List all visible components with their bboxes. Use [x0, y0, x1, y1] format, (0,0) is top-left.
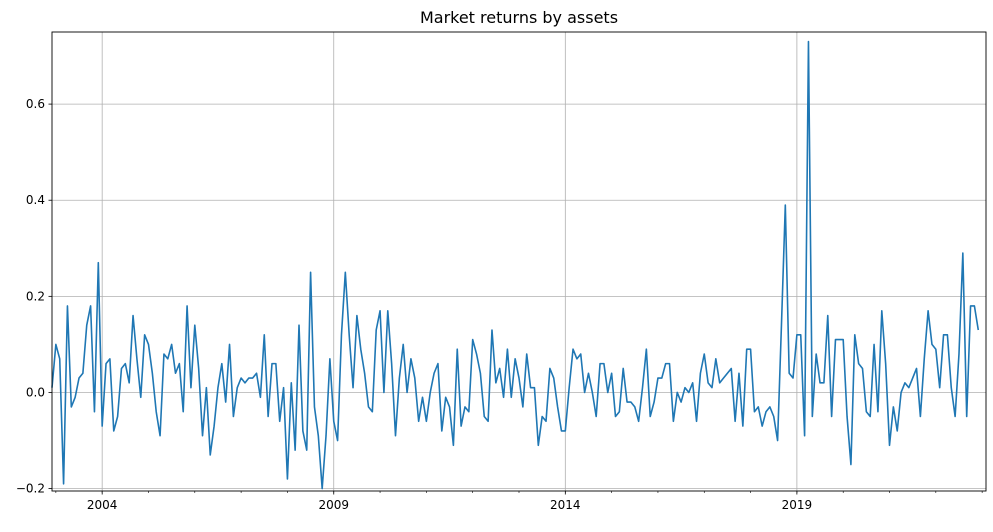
x-tick-label: 2019: [782, 498, 813, 512]
axis-layer: −0.2 0.0 0.2 0.4 0.6 2004 2009 2014 2019: [16, 97, 983, 512]
x-tick-label: 2004: [87, 498, 118, 512]
line-layer: [51, 40, 980, 490]
x-tick-label: 2014: [550, 498, 581, 512]
y-tick-label: 0.0: [26, 385, 45, 399]
grid-layer: [52, 32, 986, 491]
y-tick-label: 0.6: [26, 97, 45, 111]
x-tick-label: 2009: [318, 498, 349, 512]
y-tick-label: −0.2: [16, 482, 45, 496]
chart-title: Market returns by assets: [419, 8, 619, 27]
y-tick-label: 0.4: [26, 193, 45, 207]
y-tick-label: 0.2: [26, 289, 45, 303]
series-line: [51, 40, 980, 490]
plot-frame: [51, 31, 987, 492]
